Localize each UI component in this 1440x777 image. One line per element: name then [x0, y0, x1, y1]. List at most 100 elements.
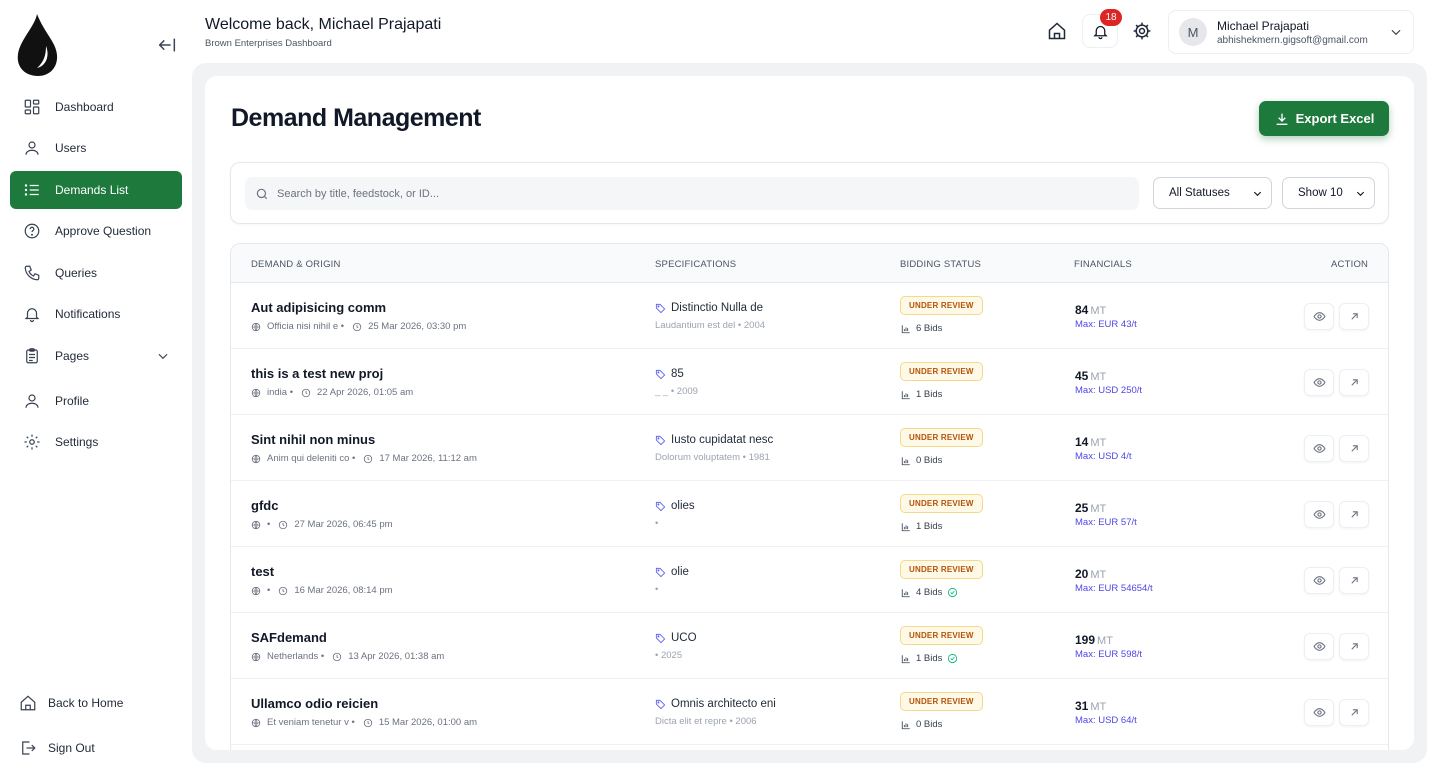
bids-label: 4 Bids — [916, 587, 943, 598]
status-filter-select[interactable]: All Statuses — [1153, 177, 1272, 209]
page-title: Demand Management — [231, 104, 481, 132]
spec-name: olies — [671, 500, 695, 512]
tag-icon — [655, 435, 666, 445]
open-button[interactable] — [1339, 369, 1369, 396]
table-row: Aut adipisicing comm Officia nisi nihil … — [231, 283, 1388, 349]
spec-name: 85 — [671, 368, 684, 380]
chevron-down-icon — [1391, 29, 1401, 36]
search-input[interactable] — [277, 187, 1117, 200]
clock-icon — [333, 652, 342, 661]
open-button[interactable] — [1339, 567, 1369, 594]
view-button[interactable] — [1304, 699, 1334, 726]
demand-origin: • — [267, 519, 271, 530]
quantity-value: 25 — [1075, 501, 1089, 515]
spec-detail: • — [655, 584, 659, 595]
spec-feedstock: olies — [655, 500, 695, 512]
demand-date: 16 Mar 2026, 08:14 pm — [294, 585, 393, 596]
settings-button[interactable] — [1129, 18, 1155, 44]
spec-name: UCO — [671, 632, 697, 644]
globe-icon — [251, 454, 261, 463]
arrow-up-right-icon — [1350, 577, 1358, 584]
chevron-down-icon — [1356, 191, 1365, 197]
collapse-sidebar-icon[interactable] — [156, 34, 178, 56]
view-button[interactable] — [1304, 303, 1334, 330]
open-button[interactable] — [1339, 501, 1369, 528]
max-price: Max: EUR 43/t — [1075, 319, 1137, 330]
gear-icon — [22, 432, 42, 452]
demand-meta: Et veniam tenetur v • 15 Mar 2026, 01:00… — [251, 717, 477, 728]
max-price: Max: EUR 54654/t — [1075, 583, 1153, 594]
tag-icon — [655, 567, 666, 577]
spec-name: Omnis architecto eni — [671, 698, 776, 710]
sidebar-item-dashboard[interactable]: Dashboard — [10, 88, 182, 126]
page-size-select[interactable]: Show 10 — [1282, 177, 1375, 209]
arrow-up-right-icon — [1350, 511, 1358, 518]
sidebar-item-demands-list[interactable]: Demands List — [10, 171, 182, 209]
globe-icon — [251, 586, 261, 595]
eye-icon — [1312, 312, 1326, 321]
view-button[interactable] — [1304, 633, 1334, 660]
clock-icon — [363, 718, 372, 727]
demand-meta: Netherlands • 13 Apr 2026, 01:38 am — [251, 651, 444, 662]
view-button[interactable] — [1304, 567, 1334, 594]
sidebar-item-users[interactable]: Users — [10, 129, 182, 167]
max-price: Max: EUR 57/t — [1075, 517, 1137, 528]
table-row: SAFdemand Netherlands • 13 Apr 2026, 01:… — [231, 613, 1388, 679]
check-circle-icon — [948, 587, 958, 598]
user-icon — [22, 391, 42, 411]
phone-icon — [22, 263, 42, 283]
sign-out-link[interactable]: Sign Out — [10, 729, 182, 767]
globe-icon — [251, 718, 261, 727]
user-menu[interactable]: M Michael Prajapati abhishekmern.gigsoft… — [1168, 10, 1414, 54]
quantity-unit: MT — [1090, 569, 1107, 581]
max-price: Max: USD 64/t — [1075, 715, 1137, 726]
quantity: 14 MT — [1075, 435, 1106, 449]
bid-count: 6 Bids — [901, 323, 942, 334]
sidebar-item-queries[interactable]: Queries — [10, 254, 182, 292]
spec-name: olie — [671, 566, 689, 578]
open-button[interactable] — [1339, 633, 1369, 660]
tag-icon — [655, 699, 666, 709]
quantity: 25 MT — [1075, 501, 1106, 515]
table-body: Aut adipisicing comm Officia nisi nihil … — [231, 283, 1388, 745]
sidebar-item-approve-question[interactable]: Approve Question — [10, 212, 182, 250]
view-button[interactable] — [1304, 369, 1334, 396]
column-bidding-status: BIDDING STATUS — [900, 259, 982, 270]
chevron-down-icon[interactable] — [156, 349, 170, 363]
demand-title: SAFdemand — [251, 630, 327, 645]
bids-label: 1 Bids — [916, 653, 943, 664]
bar-chart-icon — [901, 324, 910, 333]
column-financials: FINANCIALS — [1074, 259, 1132, 270]
sign-out-icon — [18, 738, 38, 758]
sidebar-item-settings[interactable]: Settings — [10, 423, 182, 461]
demand-title: Aut adipisicing comm — [251, 300, 387, 315]
demand-title: Sint nihil non minus — [251, 432, 376, 447]
back-to-home-link[interactable]: Back to Home — [10, 684, 182, 722]
demand-title: test — [251, 564, 275, 579]
quantity-value: 31 — [1075, 699, 1089, 713]
sidebar-item-profile[interactable]: Profile — [10, 382, 182, 420]
demand-meta: • 27 Mar 2026, 06:45 pm — [251, 519, 393, 530]
avatar: M — [1179, 18, 1207, 46]
quantity: 84 MT — [1075, 303, 1106, 317]
view-button[interactable] — [1304, 501, 1334, 528]
view-button[interactable] — [1304, 435, 1334, 462]
open-button[interactable] — [1339, 303, 1369, 330]
spec-detail: • 2025 — [655, 650, 683, 661]
quantity: 45 MT — [1075, 369, 1106, 383]
sidebar-item-notifications[interactable]: Notifications — [10, 295, 182, 333]
demand-origin: india • — [267, 387, 294, 398]
quantity-value: 45 — [1075, 369, 1089, 383]
arrow-up-right-icon — [1350, 709, 1358, 716]
sidebar-item-pages[interactable]: Pages — [10, 337, 182, 375]
open-button[interactable] — [1339, 435, 1369, 462]
home-button[interactable] — [1044, 18, 1070, 44]
status-badge: UNDER REVIEW — [900, 362, 983, 381]
eye-icon — [1312, 642, 1326, 651]
max-price: Max: USD 4/t — [1075, 451, 1132, 462]
eye-icon — [1312, 378, 1326, 387]
demand-origin: Et veniam tenetur v • — [267, 717, 355, 728]
open-button[interactable] — [1339, 699, 1369, 726]
demand-date: 15 Mar 2026, 01:00 am — [378, 717, 478, 728]
export-excel-button[interactable]: Export Excel — [1259, 101, 1389, 136]
